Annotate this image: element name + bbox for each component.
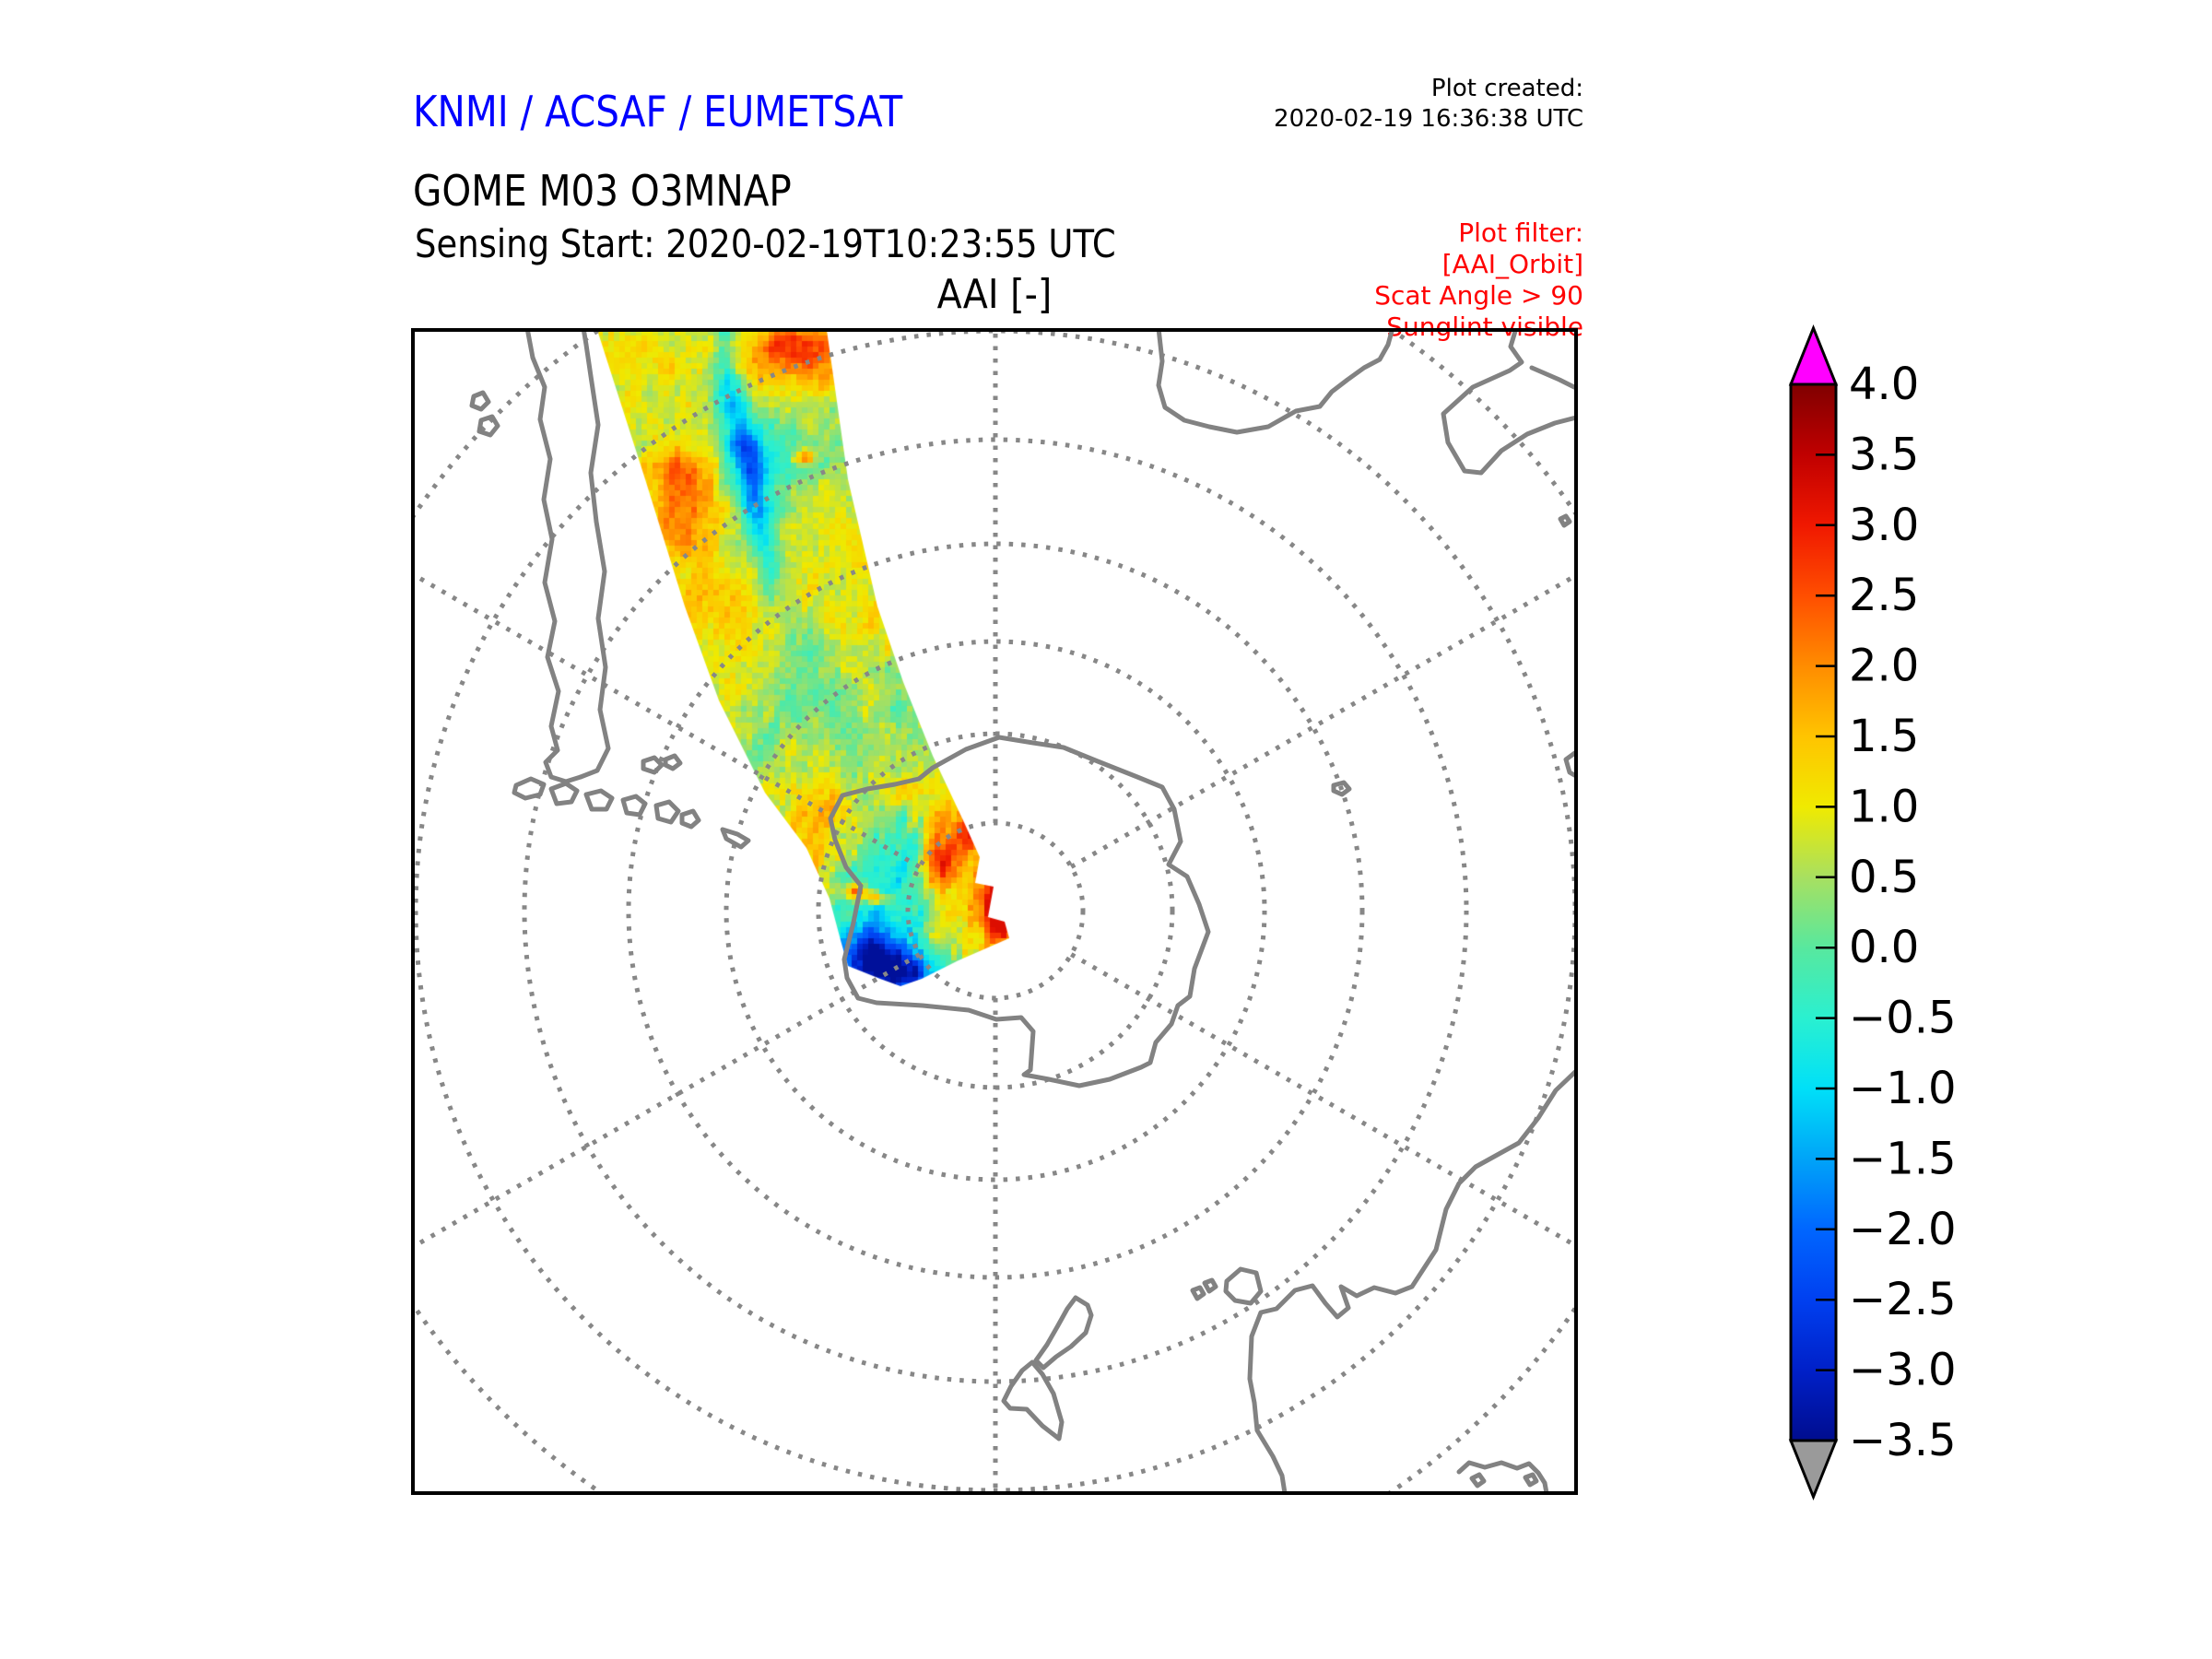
coastline-patagonia-lake-2 (477, 414, 500, 438)
coastline-fuegian-island-3 (583, 788, 615, 812)
colorbar-tick-label: −3.0 (1849, 1345, 1957, 1396)
colorbar-tick-label: 1.5 (1849, 711, 1919, 762)
plot-filter-title: Plot filter: (1458, 218, 1583, 248)
coastline-south-georgia (720, 827, 751, 850)
graticule-parallel-circle (626, 541, 1365, 1280)
coastline-new-zealand-south-island (1001, 1359, 1065, 1441)
colorbar-bar (1789, 382, 1838, 1442)
colorbar-tick-label: 2.5 (1849, 570, 1919, 621)
coastline-australia-coast (1247, 1068, 1576, 1493)
agency-title: KNMI / ACSAF / EUMETSAT (413, 87, 903, 136)
coastline-tasmania-islet-1 (1202, 1277, 1218, 1294)
colorbar-tick-label: 3.5 (1849, 429, 1919, 480)
coastline-africa-south-coast (1156, 330, 1395, 435)
coastline-antarctica (828, 735, 1211, 1088)
coastline-east-coast-bay (1441, 330, 1576, 476)
plot-created-timestamp: 2020-02-19 16:36:38 UTC (1274, 104, 1583, 133)
colorbar-tick-label: 0.5 (1849, 852, 1919, 903)
graticule-parallel-circle (905, 820, 1086, 1001)
coastline-small-island-east (1558, 513, 1572, 528)
colorbar-tick-label: −2.5 (1849, 1274, 1957, 1325)
map-title: AAI [-] (936, 271, 1053, 318)
plot-filter-block: Plot filter: [AAI_Orbit] Scat Angle > 90… (1014, 218, 1583, 344)
coastline-bottom-right-islet-1 (1469, 1472, 1487, 1488)
plot-filter-line: [AAI_Orbit] (1441, 249, 1583, 280)
coastline-fuegian-island-5 (653, 799, 681, 825)
coastline-tasmania-islet-2 (1190, 1285, 1206, 1301)
graticule-parallel-circle (724, 639, 1267, 1182)
coastline-south-america-west-coast (524, 330, 583, 784)
colorbar-tick-label: −1.0 (1849, 1063, 1957, 1114)
coastline-fuegian-island-2 (548, 781, 580, 806)
coastline-east-coast-upper (1529, 365, 1576, 391)
graticule-meridian-line (413, 952, 921, 1250)
colorbar-tick-label: −2.0 (1849, 1204, 1957, 1255)
colorbar-tick-label: 2.0 (1849, 641, 1919, 692)
coastline-falkland-island-1 (641, 755, 665, 775)
colorbar-under-arrow (1788, 1439, 1839, 1501)
coastline-bottom-right-coast (1456, 1460, 1549, 1493)
coastline-tasmania (1223, 1266, 1264, 1306)
graticule-meridian-line (413, 571, 921, 869)
colorbar-tick-label: 3.0 (1849, 500, 1919, 551)
coastline-new-zealand-north-island (1033, 1295, 1094, 1371)
graticule-meridian-line (1070, 952, 1576, 1249)
graticule-meridian-line (1070, 572, 1576, 869)
sensing-start-label: Sensing Start: 2020-02-19T10:23:55 UTC (415, 221, 1116, 266)
coastline-right-edge-fragment (1563, 749, 1576, 779)
graticule-parallel-circle (413, 330, 1576, 1493)
colorbar-over-arrow (1788, 324, 1839, 386)
colorbar-tick-label: −1.5 (1849, 1133, 1957, 1184)
coastline-fuegian-island-1 (512, 776, 547, 801)
coastline-patagonia-lake-1 (469, 390, 491, 412)
plot-created-label: Plot created: (1430, 75, 1583, 102)
colorbar-tick-label: −3.5 (1849, 1415, 1957, 1466)
colorbar-tick-label: 1.0 (1849, 781, 1919, 832)
colorbar: 4.0 3.5 3.0 2.5 2.0 1.5 1.0 0.5 0.0 −0.5 −1.0 −1.5 −… (1788, 324, 1957, 1501)
coastline-fuegian-island-4 (620, 794, 648, 818)
colorbar-tick-label: 4.0 (1849, 359, 1919, 410)
plot-filter-line: Scat Angle > 90 (1374, 280, 1583, 312)
colorbar-tick-label: −0.5 (1849, 993, 1957, 1044)
graticule-parallel-circle (522, 437, 1469, 1384)
coastline-south-america-east-coast (578, 330, 611, 780)
graticule-parallel-circle (413, 330, 1576, 1493)
colorbar-tick-label: 0.0 (1849, 922, 1919, 973)
product-title: GOME M03 O3MNAP (413, 166, 792, 216)
coastline-small-island-mid-ocean (1331, 780, 1352, 797)
map-frame (411, 328, 1578, 1495)
coastline-bottom-right-islet-2 (1523, 1472, 1539, 1488)
coastline-falkland-island-2 (663, 753, 683, 771)
coastline-fuegian-island-6 (679, 808, 701, 830)
map-group (413, 330, 1576, 1493)
plot-created-block: Plot created: 2020-02-19 16:36:38 UTC (1014, 74, 1583, 134)
